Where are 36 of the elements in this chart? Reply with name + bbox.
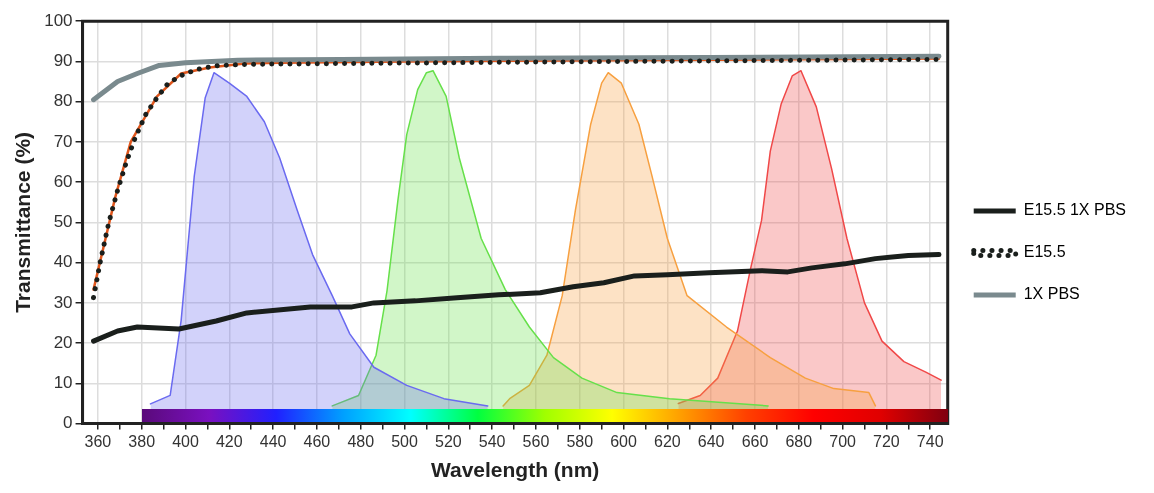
x-tick-label: 620 [654,432,681,450]
x-tick-label: 720 [873,432,900,450]
y-tick-label: 10 [53,373,73,393]
y-axis-title: Transmittance (%) [11,131,35,313]
y-tick-label: 80 [53,91,73,111]
x-tick-label: 400 [172,432,199,450]
y-tick-label: 50 [53,212,73,232]
x-tick-label: 360 [84,432,112,450]
y-tick-label: 100 [44,10,73,30]
x-tick-label: 460 [303,432,331,450]
x-tick-label: 480 [347,432,375,450]
x-tick-label: 600 [610,432,637,450]
y-tick-label: 20 [53,332,73,352]
legend-label: 1X PBS [1023,285,1080,303]
legend-label: E15.5 [1023,243,1066,261]
x-tick-label: 420 [215,432,243,450]
x-tick-label: 700 [829,432,857,450]
y-tick-label: 90 [53,51,73,71]
x-tick-label: 440 [259,432,287,450]
y-tick-label: 30 [53,292,73,312]
x-axis-title: Wavelength (nm) [430,458,600,482]
y-tick-label: 60 [53,171,73,191]
x-tick-label: 680 [785,432,813,450]
y-tick-label: 0 [63,413,73,433]
y-tick-label: 40 [53,252,73,272]
legend-label: E15.5 1X PBS [1023,201,1127,219]
x-tick-label: 740 [916,432,944,450]
x-tick-label: 500 [391,432,418,450]
x-tick-label: 660 [741,432,769,450]
y-tick-label: 70 [53,131,73,151]
x-tick-label: 560 [522,432,550,450]
x-tick-label: 380 [128,432,156,450]
x-tick-label: 640 [697,432,725,450]
x-tick-label: 580 [566,432,594,450]
x-tick-label: 540 [478,432,506,450]
x-tick-label: 520 [434,432,462,450]
